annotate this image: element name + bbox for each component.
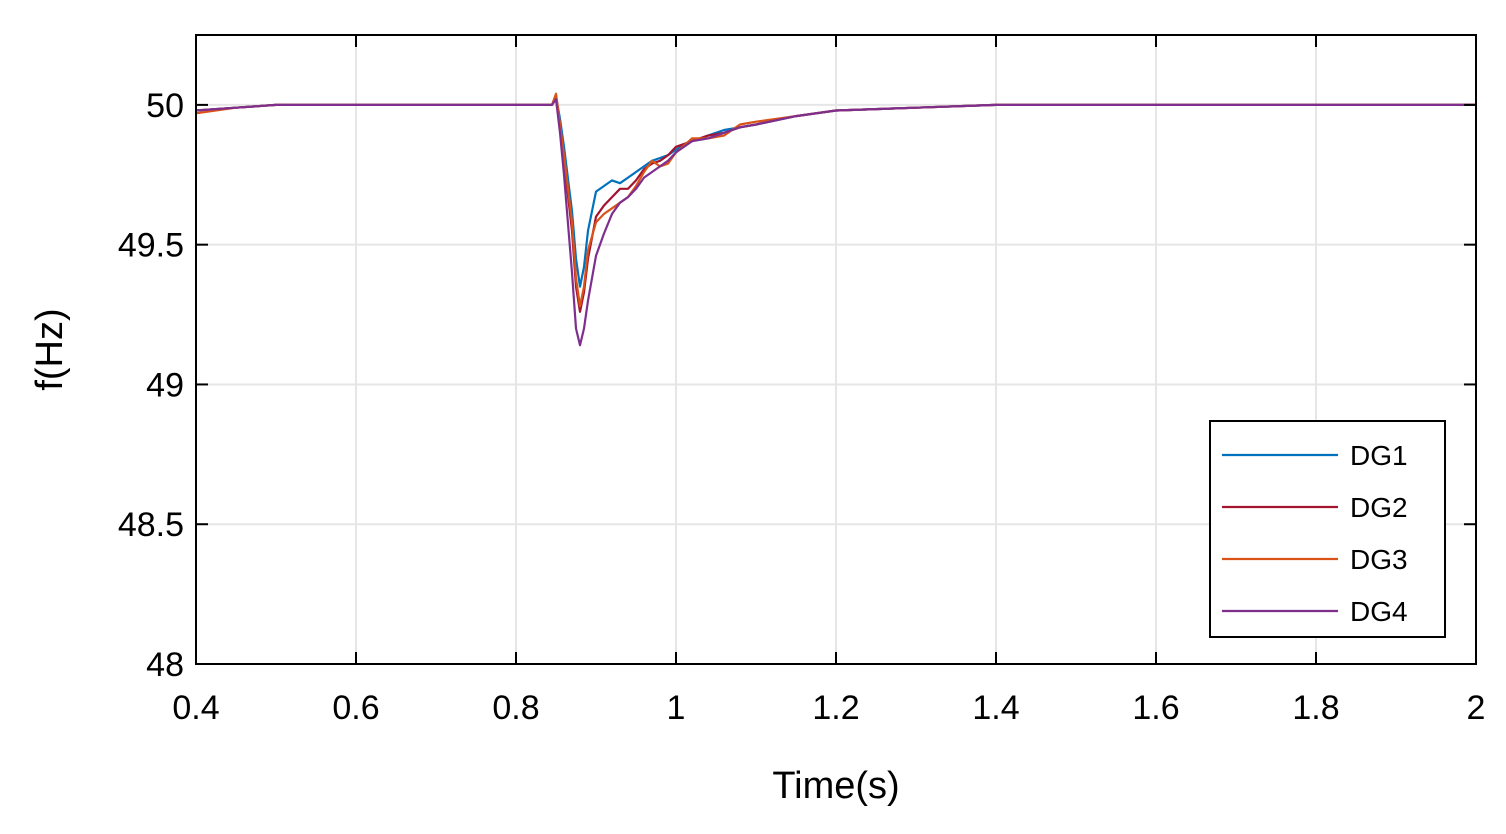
y-axis-label: f(Hz) (29, 308, 71, 390)
y-tick-label: 49.5 (118, 227, 184, 265)
legend: DG1 DG2 DG3 DG4 (1209, 420, 1446, 638)
y-tick-label: 48 (146, 646, 184, 684)
legend-label: DG2 (1350, 492, 1408, 523)
y-tick-labels: 48 48.5 49 49.5 50 (118, 87, 184, 684)
x-tick-label: 1 (667, 689, 686, 727)
plot-lines (195, 92, 1476, 347)
x-tick-label: 1.8 (1292, 689, 1339, 727)
x-tick-label: 2 (1467, 689, 1486, 727)
x-tick-label: 0.4 (172, 689, 219, 727)
x-tick-label: 1.6 (1132, 689, 1179, 727)
legend-label: DG4 (1350, 596, 1408, 627)
x-tick-label: 1.4 (972, 689, 1019, 727)
legend-box (1209, 420, 1446, 638)
x-tick-labels: 0.4 0.6 0.8 1 1.2 1.4 1.6 1.8 2 (172, 689, 1485, 727)
y-tick-label: 50 (146, 87, 184, 125)
y-tick-label: 49 (146, 366, 184, 404)
x-axis-label: Time(s) (772, 765, 899, 807)
axis-ticks (195, 35, 1477, 665)
legend-label: DG3 (1350, 544, 1408, 575)
x-tick-label: 1.2 (812, 689, 859, 727)
legend-label: DG1 (1350, 440, 1408, 471)
series-line-dg4 (195, 98, 1476, 347)
x-tick-label: 0.6 (332, 689, 379, 727)
x-tick-label: 0.8 (492, 689, 539, 727)
y-tick-label: 48.5 (118, 506, 184, 544)
